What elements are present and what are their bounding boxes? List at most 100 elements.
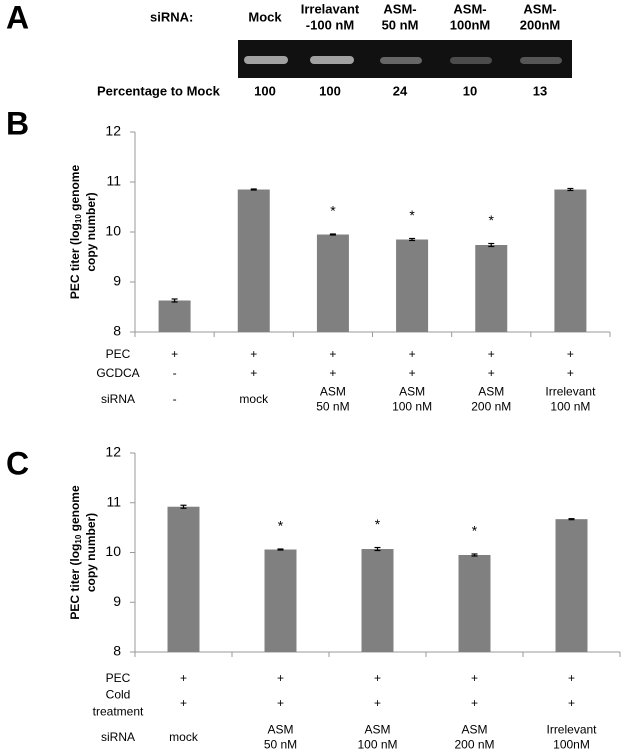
condition-cell: + xyxy=(568,671,575,685)
percentage: 100 xyxy=(319,83,341,98)
condition-cell: ASM xyxy=(364,723,390,737)
row-label: siRNA: xyxy=(150,9,193,24)
error-bar xyxy=(374,546,381,552)
condition-cell: + xyxy=(567,347,574,361)
condition-cell: + xyxy=(277,696,284,710)
error-bar xyxy=(329,233,336,236)
error-bar xyxy=(471,553,478,557)
percentage: 24 xyxy=(393,83,408,98)
condition-label: treatment xyxy=(93,705,144,719)
condition-cell: + xyxy=(180,696,187,710)
condition-cell: ASM xyxy=(461,723,487,737)
condition-cell: mock xyxy=(169,730,199,744)
y-tick-label: 9 xyxy=(113,273,121,289)
y-axis-label-part: genome xyxy=(68,485,82,535)
bar xyxy=(554,189,587,332)
lane-label: Irrelavant xyxy=(301,1,360,16)
condition-cell: mock xyxy=(239,392,269,406)
panel-letter: A xyxy=(6,0,29,35)
y-axis-label: PEC titer (log10 genome xyxy=(68,165,83,300)
gel-band xyxy=(520,57,562,64)
y-tick-label: 9 xyxy=(113,593,121,609)
percentage: 10 xyxy=(463,83,477,98)
significance-marker: * xyxy=(472,523,478,539)
condition-cell: 200 nM xyxy=(471,400,511,414)
lane-label: -100 nM xyxy=(306,17,354,32)
condition-cell: + xyxy=(171,347,178,361)
bar xyxy=(264,549,297,652)
condition-cell: + xyxy=(277,671,284,685)
condition-cell: + xyxy=(409,347,416,361)
condition-cell: 100 nM xyxy=(392,400,432,414)
condition-cell: + xyxy=(250,347,257,361)
y-tick-label: 10 xyxy=(105,543,121,559)
lane-label: 100nM xyxy=(450,17,490,32)
bar xyxy=(237,189,270,332)
condition-cell: + xyxy=(488,347,495,361)
error-bar xyxy=(277,548,284,551)
significance-marker: * xyxy=(409,207,415,223)
percentage: 13 xyxy=(533,83,547,98)
percentage: 100 xyxy=(254,83,276,98)
bar xyxy=(396,239,429,332)
y-tick-label: 8 xyxy=(113,323,121,339)
condition-label: siRNA xyxy=(101,392,135,406)
bar xyxy=(158,300,191,332)
gel-band xyxy=(244,56,288,64)
condition-cell: 50 nM xyxy=(264,738,297,752)
condition-label: PEC xyxy=(106,671,131,685)
bar xyxy=(167,506,200,652)
condition-cell: 100nM xyxy=(553,738,590,752)
condition-cell: + xyxy=(471,696,478,710)
lane-label: ASM- xyxy=(383,1,416,16)
condition-cell: ASM xyxy=(320,385,346,399)
error-bar xyxy=(567,187,574,192)
gel-band xyxy=(310,56,354,64)
y-axis-label-part: genome xyxy=(68,165,82,215)
panel-letter: C xyxy=(6,445,29,481)
condition-cell: 100 nM xyxy=(550,400,590,414)
bar xyxy=(458,554,491,652)
condition-cell: Irrelevant xyxy=(545,385,596,399)
condition-cell: - xyxy=(173,392,177,406)
y-axis-label-part: PEC titer (log xyxy=(68,223,82,299)
y-tick-label: 10 xyxy=(105,223,121,239)
condition-label: Cold xyxy=(106,688,131,702)
y-axis-label-part: 10 xyxy=(74,214,83,223)
y-tick-label: 12 xyxy=(105,123,121,139)
y-axis-label-part: 10 xyxy=(74,534,83,543)
error-bar xyxy=(409,237,416,242)
error-bar xyxy=(488,242,495,248)
bar xyxy=(361,549,394,652)
condition-cell: + xyxy=(488,366,495,380)
condition-cell: + xyxy=(567,366,574,380)
significance-marker: * xyxy=(330,203,336,219)
condition-cell: + xyxy=(374,671,381,685)
bar xyxy=(475,245,508,332)
gel-band xyxy=(380,57,422,64)
y-tick-label: 8 xyxy=(113,643,121,659)
y-axis-label: copy number) xyxy=(84,513,98,592)
lane-label: 50 nM xyxy=(382,17,419,32)
y-axis-label: copy number) xyxy=(84,192,98,271)
bar xyxy=(316,234,349,332)
condition-label: PEC xyxy=(106,347,131,361)
condition-cell: ASM xyxy=(399,385,425,399)
lane-label: ASM- xyxy=(523,1,556,16)
condition-label: GCDCA xyxy=(96,366,139,380)
error-bar xyxy=(250,188,257,191)
y-axis-label: PEC titer (log10 genome xyxy=(68,485,83,620)
condition-cell: ASM xyxy=(267,723,293,737)
y-tick-label: 12 xyxy=(105,444,121,460)
significance-marker: * xyxy=(489,212,495,228)
panel-letter: B xyxy=(6,105,29,141)
condition-cell: + xyxy=(471,671,478,685)
condition-cell: ASM xyxy=(478,385,504,399)
lane-label: 200nM xyxy=(520,17,560,32)
condition-label: siRNA xyxy=(101,730,135,744)
significance-marker: * xyxy=(278,518,284,534)
lane-label: Mock xyxy=(248,9,282,24)
significance-marker: * xyxy=(375,516,381,532)
gel-band xyxy=(450,57,492,64)
condition-cell: 200 nM xyxy=(454,738,494,752)
